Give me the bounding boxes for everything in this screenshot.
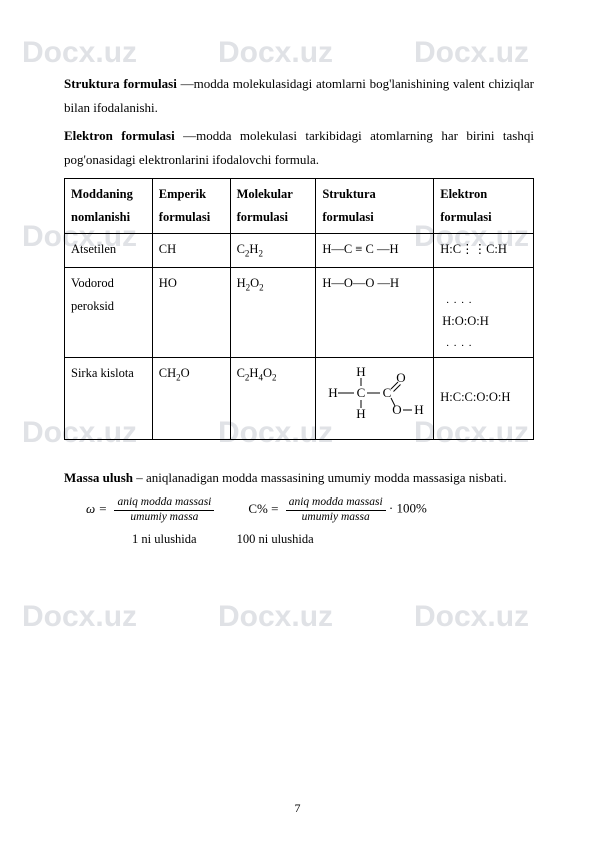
cell-name: Atsetilen xyxy=(65,234,153,267)
page-number: 7 xyxy=(0,801,595,816)
paragraph-struktura: Struktura formulasi ―modda molekulasidag… xyxy=(64,72,534,120)
cell-molekular: C2H2 xyxy=(230,234,316,267)
formula-cpercent: C% = aniq modda massasi umumiy massa · 1… xyxy=(248,496,426,523)
table-row: Sirka kislotaCH2OC2H4O2 H O H C C H O H … xyxy=(65,358,534,440)
paragraph-elektron: Elektron formulasi ―modda molekulasi tar… xyxy=(64,124,534,172)
term-elektron: Elektron formulasi xyxy=(64,128,175,143)
table-header: Emperik formulasi xyxy=(152,179,230,234)
cell-molekular: C2H4O2 xyxy=(230,358,316,440)
cell-emperik: CH xyxy=(152,234,230,267)
table-header-row: Moddaning nomlanishiEmperik formulasiMol… xyxy=(65,179,534,234)
cell-elektron: . . . .H:O:O:H. . . . xyxy=(434,267,534,358)
table-header: Molekular formulasi xyxy=(230,179,316,234)
label-100: 100 ni ulushida xyxy=(237,528,314,551)
cell-molekular: H2O2 xyxy=(230,267,316,358)
svg-text:C: C xyxy=(382,385,391,400)
struktura-svg: H O H C C H O H xyxy=(325,364,425,422)
cell-elektron: H:C:C:O:O:H xyxy=(434,358,534,440)
def-massa: – aniqlanadigan modda massasining umumiy… xyxy=(133,470,507,485)
cell-elektron: H:C⋮⋮C:H xyxy=(434,234,534,267)
cell-struktura: H―O―O ―H xyxy=(316,267,434,358)
term-massa: Massa ulush xyxy=(64,470,133,485)
massa-paragraph: Massa ulush – aniqlanadigan modda massas… xyxy=(64,466,534,490)
formula-labels: 1 ni ulushida 100 ni ulushida xyxy=(64,528,534,551)
watermark: Docx.uz xyxy=(414,600,529,634)
formula-row: ω = aniq modda massasi umumiy massa C% =… xyxy=(64,496,534,523)
formula-omega: ω = aniq modda massasi umumiy massa xyxy=(86,496,214,523)
fraction: aniq modda massasi umumiy massa xyxy=(286,496,386,523)
cell-emperik: CH2O xyxy=(152,358,230,440)
formula-table: Moddaning nomlanishiEmperik formulasiMol… xyxy=(64,178,534,440)
svg-text:H: H xyxy=(328,385,337,400)
svg-text:H: H xyxy=(356,406,365,421)
fraction: aniq modda massasi umumiy massa xyxy=(114,496,214,523)
table-header: Struktura formulasi xyxy=(316,179,434,234)
watermark: Docx.uz xyxy=(218,36,333,70)
watermark: Docx.uz xyxy=(218,600,333,634)
svg-text:H: H xyxy=(356,364,365,379)
cell-name: Vodorod peroksid xyxy=(65,267,153,358)
table-row: AtsetilenCHC2H2H―C ≡ C ―HH:C⋮⋮C:H xyxy=(65,234,534,267)
watermark: Docx.uz xyxy=(22,600,137,634)
page-content: Struktura formulasi ―modda molekulasidag… xyxy=(64,72,534,551)
cell-name: Sirka kislota xyxy=(65,358,153,440)
watermark: Docx.uz xyxy=(22,36,137,70)
cell-emperik: HO xyxy=(152,267,230,358)
massa-section: Massa ulush – aniqlanadigan modda massas… xyxy=(64,466,534,551)
cell-struktura: H―C ≡ C ―H xyxy=(316,234,434,267)
term-struktura: Struktura formulasi xyxy=(64,76,177,91)
watermark: Docx.uz xyxy=(414,36,529,70)
label-1: 1 ni ulushida xyxy=(132,528,197,551)
svg-text:H: H xyxy=(414,402,423,417)
cell-struktura: H O H C C H O H xyxy=(316,358,434,440)
table-row: Vodorod peroksidHOH2O2H―O―O ―H. . . .H:O… xyxy=(65,267,534,358)
table-header: Elektron formulasi xyxy=(434,179,534,234)
table-header: Moddaning nomlanishi xyxy=(65,179,153,234)
svg-text:C: C xyxy=(356,385,365,400)
